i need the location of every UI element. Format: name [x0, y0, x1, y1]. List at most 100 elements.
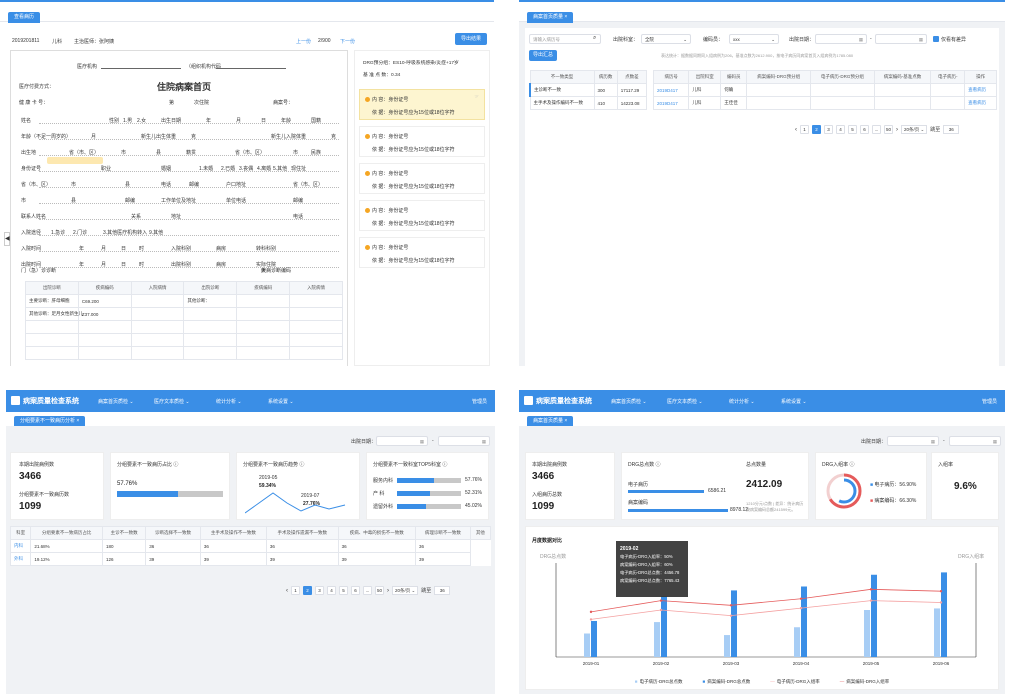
table-cell[interactable]: 其他诊断：足月女性新生儿	[25, 307, 83, 321]
next-page-icon[interactable]: ›	[387, 587, 389, 594]
dept-select[interactable]: 全院 ⌄	[641, 34, 691, 44]
page-button[interactable]: 4	[836, 125, 845, 134]
rule-item[interactable]: 内 容：身份证号依 据：身份证号应为15位或18位字符	[359, 200, 485, 231]
page-button[interactable]: ...	[872, 125, 881, 134]
goto-input[interactable]: 36	[943, 125, 960, 134]
user-name[interactable]: 管理员	[471, 399, 487, 405]
table-cell[interactable]	[130, 346, 185, 360]
goto-input[interactable]: 36	[434, 586, 451, 595]
only-diff-checkbox[interactable]	[933, 36, 939, 42]
page-button[interactable]: 50	[884, 125, 893, 134]
page-button[interactable]: 1	[291, 586, 300, 595]
date-start[interactable]: ▦	[376, 436, 428, 446]
table-cell[interactable]	[130, 320, 185, 334]
rule-item[interactable]: 内 容：身份证号依 据：身份证号应为15位或18位字符	[359, 126, 485, 157]
table-cell[interactable]: 其他诊断：	[183, 294, 238, 308]
table-row[interactable]: 外科 19.12% 126 39 39 39 39 39	[9, 552, 491, 566]
date-end[interactable]: ▦	[949, 436, 1001, 446]
page-button[interactable]: 2	[303, 586, 312, 595]
user-name[interactable]: 管理员	[981, 399, 997, 405]
thumb-icon[interactable]: ☞	[474, 94, 479, 100]
search-icon[interactable]: ⌕	[593, 35, 597, 41]
date-end[interactable]: ▦	[875, 34, 927, 44]
table-cell[interactable]	[289, 307, 343, 321]
table-cell[interactable]	[236, 333, 291, 347]
table-cell[interactable]	[236, 307, 291, 321]
table-cell[interactable]	[183, 320, 238, 334]
table-cell[interactable]	[289, 294, 343, 308]
nav-item[interactable]: 病案首页质检 ⌄	[98, 399, 134, 405]
table-row[interactable]: 2019D417 儿科 何确 查看病历	[652, 83, 997, 97]
rule-item[interactable]: 内 容：身份证号依 据：身份证号应为15位或18位字符	[359, 163, 485, 194]
search-input[interactable]: 请输入病历号	[529, 34, 601, 44]
legend-item[interactable]: — 病案编码-DRG入组率	[840, 679, 890, 685]
nav-item[interactable]: 医疗文本质检 ⌄	[154, 399, 190, 405]
table-cell[interactable]	[130, 333, 185, 347]
page-button[interactable]: 2	[812, 125, 821, 134]
page-button[interactable]: 6	[351, 586, 360, 595]
table-cell[interactable]	[289, 333, 343, 347]
table-cell[interactable]: 内科	[9, 539, 32, 553]
table-cell[interactable]	[289, 346, 343, 360]
page-button[interactable]: 5	[848, 125, 857, 134]
export-summary-button[interactable]: 导出汇总	[529, 50, 557, 61]
help-icon[interactable]: ⓘ	[849, 462, 855, 468]
export-button[interactable]: 导出结果	[455, 33, 487, 45]
prev-link[interactable]: 上一份	[296, 39, 312, 45]
help-icon[interactable]: ⓘ	[442, 462, 448, 468]
coder-select[interactable]: xxx ⌄	[729, 34, 779, 44]
table-row[interactable]: 2019D417 儿科 王佳佳 查看病历	[652, 96, 997, 110]
tab-quality[interactable]: 病案首页质量 ×	[527, 12, 574, 23]
page-button[interactable]: ...	[363, 586, 372, 595]
table-cell[interactable]: 2019D417	[652, 83, 690, 97]
close-icon[interactable]: ×	[564, 418, 568, 424]
page-button[interactable]: 3	[315, 586, 324, 595]
table-cell[interactable]: Z37.000	[77, 307, 132, 321]
table-cell[interactable]: 查看病历	[964, 96, 997, 110]
tab-inconsistency[interactable]: 分组要素不一致病历分析 ×	[14, 416, 86, 426]
date-start[interactable]: ▦	[887, 436, 939, 446]
nav-item[interactable]: 统计分析 ⌄	[216, 399, 242, 405]
page-button[interactable]: 1	[800, 125, 809, 134]
table-row[interactable]: 主诊断不一致 300 17117.29	[528, 83, 648, 97]
table-cell[interactable]	[25, 346, 79, 360]
nav-item[interactable]: 医疗文本质检 ⌄	[667, 399, 703, 405]
table-cell[interactable]	[236, 294, 291, 308]
prev-page-icon[interactable]: ‹	[286, 587, 288, 594]
table-cell[interactable]	[77, 346, 132, 360]
next-link[interactable]: 下一份	[340, 39, 356, 45]
table-cell[interactable]	[289, 320, 343, 334]
table-cell[interactable]: 查看病历	[964, 83, 997, 97]
table-cell[interactable]	[130, 307, 185, 321]
table-cell[interactable]	[183, 333, 238, 347]
page-button[interactable]: 5	[339, 586, 348, 595]
help-icon[interactable]: ⓘ	[655, 462, 661, 468]
per-page-select[interactable]: 20条/页 ⌄	[901, 125, 928, 134]
table-cell[interactable]: 2019D417	[652, 96, 690, 110]
table-row[interactable]: 主手术及操作编码不一致 410 14223.08	[529, 96, 648, 110]
prev-page-icon[interactable]: ‹	[795, 126, 797, 133]
nav-item[interactable]: 系统设置 ⌄	[781, 399, 807, 405]
legend-item[interactable]: ■ 电子病历-DRG总点数	[635, 679, 683, 685]
page-button[interactable]: 4	[327, 586, 336, 595]
table-cell[interactable]	[77, 333, 132, 347]
table-cell[interactable]	[25, 333, 79, 347]
rule-item[interactable]: 内 容：身份证号依 据：身份证号应为15位或18位字符 ☞	[359, 89, 485, 120]
page-button[interactable]: 6	[860, 125, 869, 134]
legend-item[interactable]: ■ 病案编码-DRG总点数	[703, 679, 751, 685]
table-cell[interactable]	[25, 320, 79, 334]
table-cell[interactable]	[236, 346, 291, 360]
tab-quality[interactable]: 病案首页质量 ×	[527, 416, 574, 426]
table-cell[interactable]	[130, 294, 185, 308]
table-row[interactable]: 内科 21.68% 180 36 36 36 36 36	[9, 539, 491, 553]
page-button[interactable]: 50	[375, 586, 384, 595]
rule-item[interactable]: 内 容：身份证号依 据：身份证号应为15位或18位字符	[359, 237, 485, 268]
collapse-handle[interactable]: ◀	[4, 232, 10, 246]
help-icon[interactable]: ⓘ	[299, 462, 305, 468]
next-page-icon[interactable]: ›	[896, 126, 898, 133]
page-button[interactable]: 3	[824, 125, 833, 134]
nav-item[interactable]: 系统设置 ⌄	[268, 399, 294, 405]
per-page-select[interactable]: 20条/页 ⌄	[392, 586, 419, 595]
nav-item[interactable]: 病案首页质检 ⌄	[611, 399, 647, 405]
table-cell[interactable]	[183, 346, 238, 360]
